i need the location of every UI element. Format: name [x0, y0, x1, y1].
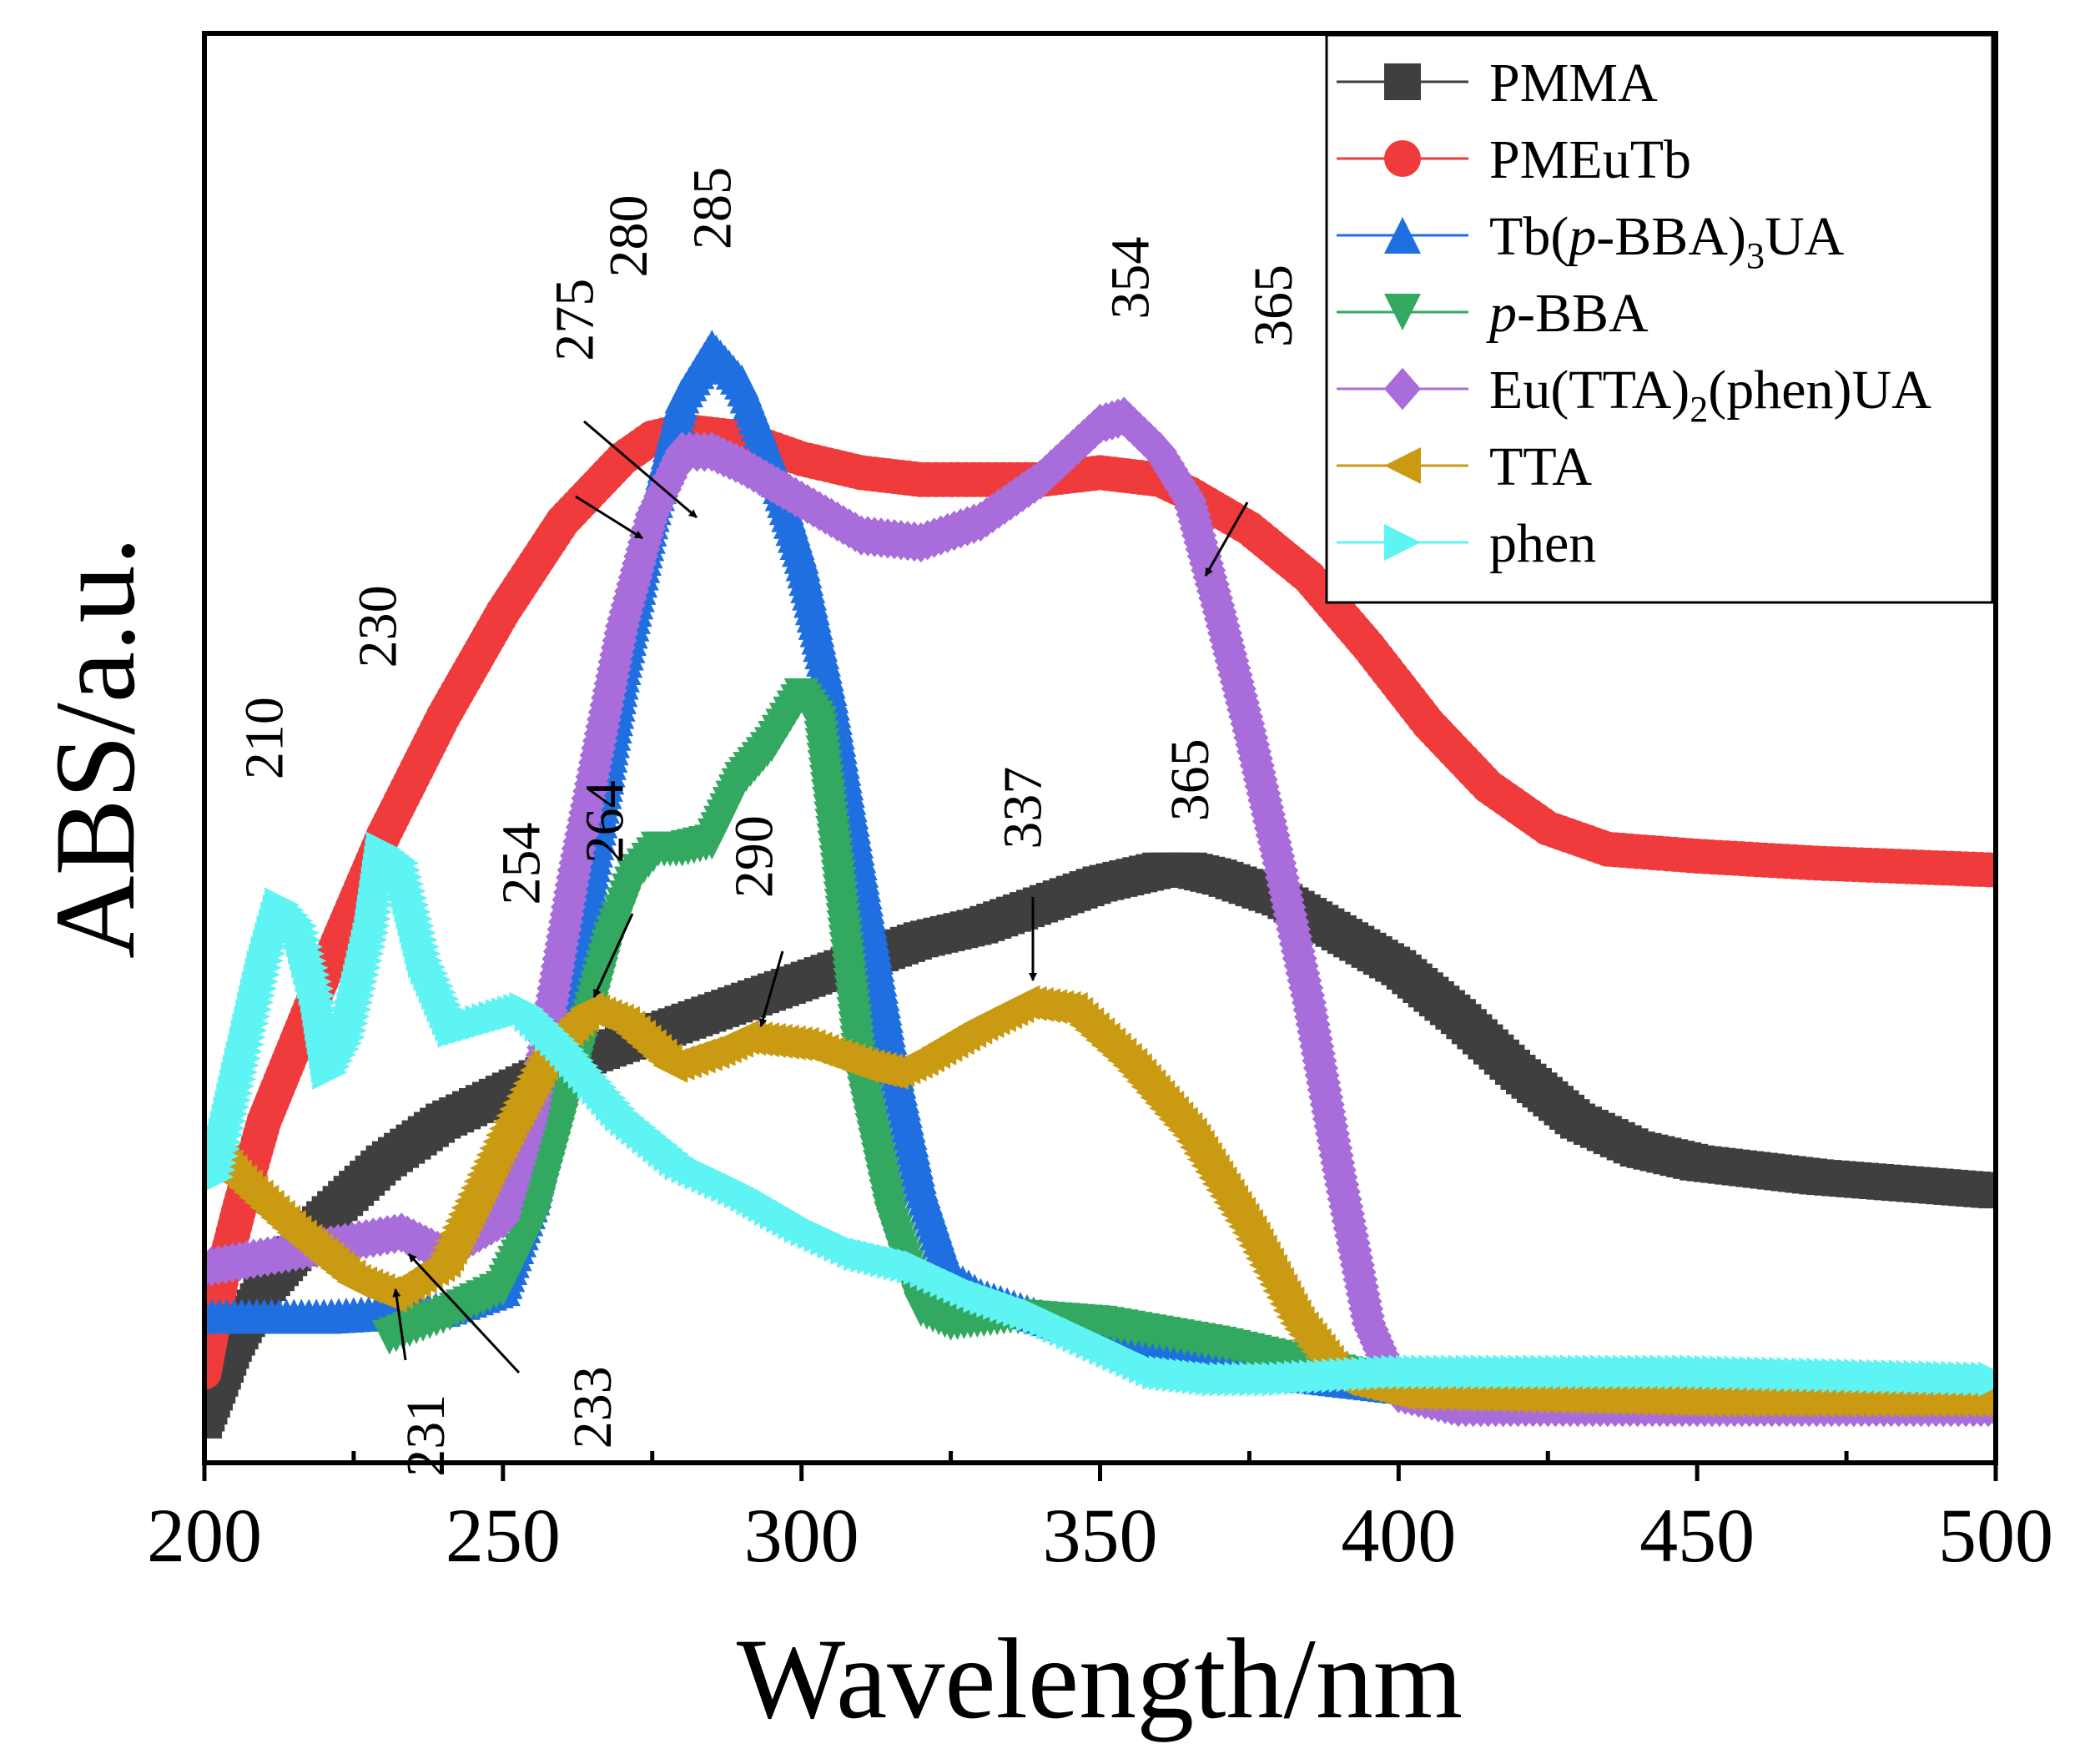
- legend-item: p-BBA: [1337, 283, 1649, 344]
- annotation-arrow-231: [392, 1288, 407, 1361]
- annotation-label: 264: [574, 780, 635, 863]
- legend-label: Eu(TTA)2(phen)UA: [1489, 360, 1931, 430]
- annotation-arrow-233: [407, 1252, 521, 1374]
- legend-label: PMEuTb: [1489, 129, 1691, 190]
- data-point: [1978, 1361, 1996, 1397]
- series-layer: [204, 330, 1996, 1439]
- annotation-label: 365: [1243, 265, 1304, 347]
- data-point: [1978, 852, 1996, 888]
- legend-item: Eu(TTA)2(phen)UA: [1337, 360, 1931, 430]
- x-tick-label: 450: [1639, 1493, 1755, 1578]
- x-tick-label: 300: [744, 1493, 859, 1578]
- annotation-arrow-275: [575, 495, 643, 540]
- annotation-label: 354: [1100, 237, 1161, 320]
- series-phen: [204, 831, 1996, 1397]
- x-tick-label: 350: [1043, 1493, 1158, 1578]
- legend-item: PMEuTb: [1337, 129, 1691, 190]
- x-tick-label: 500: [1938, 1493, 2053, 1578]
- legend-item: Tb(p-BBA)3UA: [1337, 206, 1845, 276]
- annotation-label: 254: [491, 823, 551, 905]
- annotation-arrow-264: [592, 913, 634, 998]
- legend-label: Tb(p-BBA)3UA: [1489, 206, 1845, 276]
- legend-marker: [1384, 140, 1421, 177]
- x-axis: 200 250 300 350 400 450 500: [147, 1451, 2053, 1578]
- x-tick-label: 200: [147, 1493, 262, 1578]
- legend-box: [1325, 33, 1994, 604]
- annotation-label: 280: [598, 194, 659, 277]
- annotation-label: 230: [348, 585, 409, 668]
- annotation-arrow-280: [583, 420, 697, 519]
- annotation-label: 275: [545, 279, 606, 361]
- legend-label: TTA: [1489, 436, 1592, 497]
- legend-label: phen: [1489, 513, 1596, 574]
- annotation-label: 233: [562, 1366, 623, 1449]
- legend-marker: [1384, 447, 1421, 484]
- annotation-label: 337: [992, 767, 1053, 849]
- legend-label: PMMA: [1489, 53, 1658, 113]
- annotation-arrow-290: [758, 950, 784, 1027]
- legend-marker: [1384, 367, 1421, 411]
- legend-item: phen: [1337, 513, 1596, 574]
- data-point: [1978, 1391, 1996, 1409]
- annotation-arrow-365-purple: [1204, 501, 1249, 577]
- x-axis-title: Wavelength/nm: [737, 1615, 1463, 1742]
- legend-marker: [1384, 524, 1421, 561]
- data-point: [1978, 1173, 1996, 1209]
- annotation-label: 210: [234, 697, 295, 779]
- y-axis-title: ABS/a.u.: [31, 537, 159, 959]
- x-tick-label: 250: [446, 1493, 561, 1578]
- annotation-label: 285: [682, 167, 743, 249]
- legend-marker: [1384, 63, 1421, 100]
- plot-area: [204, 330, 1996, 1439]
- legend-item: TTA: [1337, 436, 1592, 497]
- x-tick-label: 400: [1341, 1493, 1456, 1578]
- legend-marker: [1384, 294, 1421, 330]
- annotation-label: 365: [1160, 738, 1221, 821]
- legend: PMMA PMEuTb Tb(p-BBA)3UA p-BBA Eu(TTA)2(phen…: [1325, 33, 1994, 604]
- legend-marker: [1384, 217, 1421, 254]
- legend-label: p-BBA: [1486, 283, 1649, 344]
- legend-item: PMMA: [1337, 53, 1658, 113]
- annotation-label: 290: [723, 815, 784, 898]
